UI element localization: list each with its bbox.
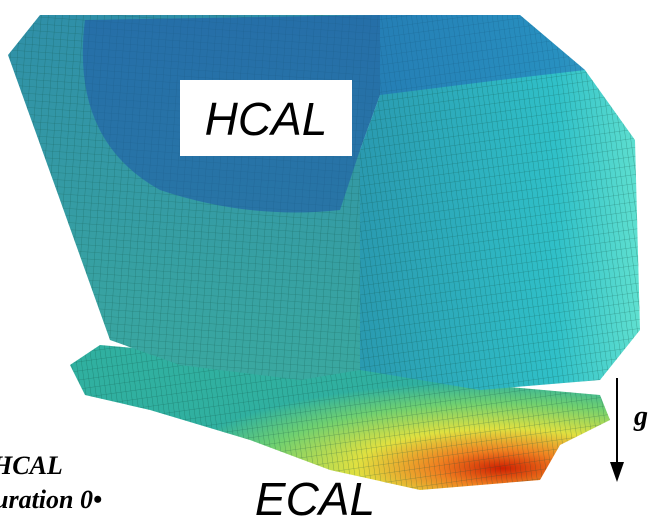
hcal-right-face: [360, 15, 640, 390]
gravity-label: g: [633, 401, 648, 432]
ecal-block: [70, 345, 610, 490]
hcal-label-box: [180, 80, 352, 156]
caption-line: HCAL: [0, 451, 63, 480]
caption-line: uration 0•: [0, 485, 102, 514]
ecal-label: ECAL: [255, 473, 375, 523]
hcal-label: HCAL: [205, 93, 328, 145]
hcal-left-face: [8, 15, 380, 380]
gravity-arrowhead: [610, 462, 624, 482]
